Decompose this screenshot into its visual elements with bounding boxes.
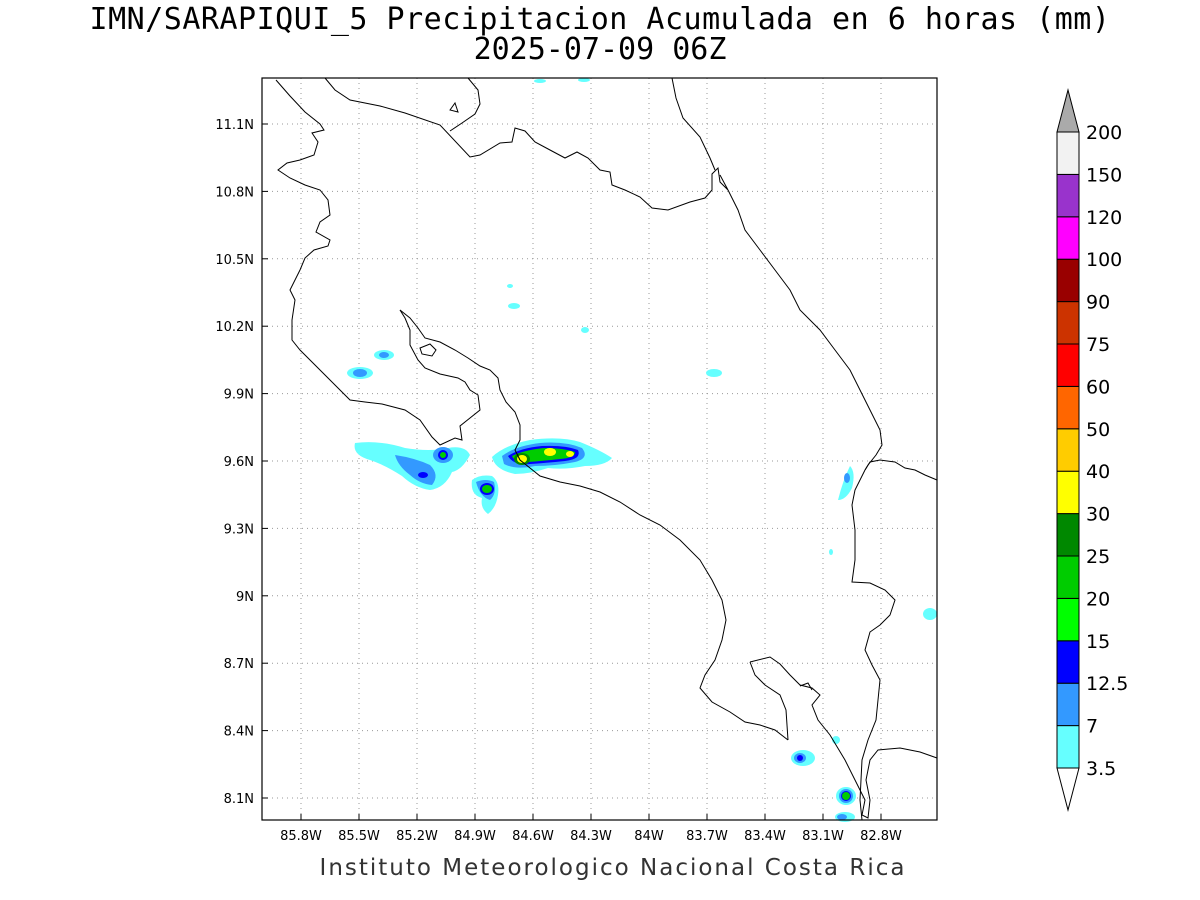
- precip-cell: [706, 369, 722, 377]
- colorbar-box: [1056, 470, 1080, 515]
- colorbar-box: [1056, 173, 1080, 218]
- y-axis-ticks: 11.1N 10.8N 10.5N 10.2N 9.9N 9.6N 9.3N 9N 8.7N 8.…: [215, 118, 268, 807]
- y-tick-label: 8.1N: [224, 792, 254, 807]
- precip-cell: [844, 473, 850, 483]
- x-tick-label: 85.5W: [338, 829, 380, 844]
- x-tick-label: 82.8W: [860, 829, 902, 844]
- coastlines: [275, 77, 938, 821]
- precip-cell: [566, 451, 574, 457]
- x-axis-ticks: 85.8W 85.5W 85.2W 84.9W 84.6W 84.3W 84W 83.7W 83…: [280, 814, 902, 844]
- x-tick-label: 84.3W: [570, 829, 612, 844]
- colorbar-box: [1056, 258, 1080, 303]
- colorbar-box: [1056, 555, 1080, 599]
- colorbar-box: [1056, 301, 1080, 345]
- island-chira: [419, 343, 437, 357]
- precip-cell: [544, 448, 556, 456]
- y-tick-label: 10.5N: [215, 253, 254, 268]
- colorbar-box: [1056, 216, 1080, 260]
- colorbar-min-arrow: [1056, 767, 1080, 812]
- precip-cell: [838, 466, 854, 500]
- colorbar-label: 90: [1086, 292, 1110, 314]
- colorbar-box: [1056, 513, 1080, 557]
- osa-coast: [749, 656, 938, 819]
- precip-cell: [797, 755, 803, 761]
- colorbar-label: 12.5: [1086, 673, 1128, 695]
- pacific-coast-guanacaste: [275, 79, 481, 446]
- map-title: IMN/SARAPIQUI_5 Precipitacion Acumulada …: [89, 2, 1111, 37]
- precip-cell: [842, 792, 850, 800]
- colorbar-label: 15: [1086, 631, 1110, 653]
- colorbar-box: [1056, 428, 1080, 472]
- map-frame: [261, 77, 938, 821]
- lake-shore: [449, 77, 481, 132]
- y-tick-label: 10.8N: [215, 185, 254, 200]
- colorbar-label: 7: [1086, 716, 1098, 738]
- y-tick-label: 9.3N: [224, 522, 254, 537]
- y-tick-label: 8.4N: [224, 725, 254, 740]
- x-tick-label: 85.2W: [396, 829, 438, 844]
- colorbar-box: [1056, 343, 1080, 387]
- colorbar-label: 40: [1086, 461, 1110, 483]
- colorbar-label: 150: [1086, 164, 1122, 186]
- colorbar-label: 30: [1086, 504, 1110, 526]
- nicaragua-border: [324, 77, 729, 211]
- colorbar-label: 20: [1086, 588, 1110, 610]
- colorbar-box: [1056, 682, 1080, 727]
- x-tick-label: 83.4W: [744, 829, 786, 844]
- colorbar-label: 50: [1086, 419, 1110, 441]
- precip-cell: [923, 608, 937, 620]
- panama-border: [851, 469, 896, 821]
- caribbean-coast-north: [671, 77, 716, 171]
- colorbar-box: [1056, 385, 1080, 430]
- precip-cell: [517, 455, 527, 463]
- colorbar-label: 200: [1086, 122, 1122, 144]
- precip-cell: [440, 452, 446, 458]
- x-tick-label: 83.1W: [802, 829, 844, 844]
- colorbar-label: 100: [1086, 249, 1122, 271]
- caribbean-coast: [727, 189, 883, 471]
- y-tick-label: 9.6N: [224, 455, 254, 470]
- colorbar-label: 120: [1086, 207, 1122, 229]
- y-tick-label: 9N: [236, 590, 254, 605]
- colorbar-box: [1056, 597, 1080, 642]
- golfo-dulce: [749, 661, 789, 741]
- colorbar-label: 3.5: [1086, 758, 1116, 780]
- x-tick-label: 84.9W: [454, 829, 496, 844]
- y-tick-label: 8.7N: [224, 657, 254, 672]
- y-tick-label: 9.9N: [224, 388, 254, 403]
- map-subtitle: 2025-07-09 06Z: [473, 32, 727, 67]
- precip-cell: [581, 327, 589, 333]
- colorbar-box: [1056, 640, 1080, 684]
- precip-cell: [482, 485, 492, 493]
- colorbar-max-arrow: [1056, 88, 1080, 133]
- y-tick-label: 10.2N: [215, 320, 254, 335]
- colorbar: 3.5 7 12.5 15 20 25 30 40 50 60 75 90 100 120 150 200: [1056, 88, 1128, 812]
- precip-cell: [534, 79, 546, 83]
- precip-cell: [829, 549, 833, 555]
- precip-cell: [379, 352, 389, 358]
- precip-cell: [353, 369, 367, 377]
- precip-cell: [578, 78, 590, 82]
- colorbar-label: 75: [1086, 334, 1110, 356]
- precipitation-field: [347, 78, 937, 822]
- x-tick-label: 85.8W: [280, 829, 322, 844]
- y-tick-label: 11.1N: [215, 118, 254, 133]
- x-tick-label: 84.6W: [512, 829, 554, 844]
- colorbar-label: 25: [1086, 546, 1110, 568]
- credit-text: Instituto Meteorologico Nacional Costa R…: [319, 855, 907, 881]
- colorbar-label: 60: [1086, 376, 1110, 398]
- precip-cell: [508, 303, 520, 309]
- colorbar-box: [1056, 725, 1080, 769]
- island-lake: [449, 101, 459, 113]
- precip-cell: [507, 284, 513, 288]
- panama-coast: [864, 459, 938, 481]
- x-tick-label: 83.7W: [686, 829, 728, 844]
- colorbar-box: [1056, 131, 1080, 175]
- pacific-coast-central: [399, 309, 789, 741]
- x-tick-label: 84W: [634, 829, 664, 844]
- osa-detail: [799, 682, 813, 691]
- precip-cell: [418, 472, 428, 478]
- precip-cell: [837, 814, 847, 820]
